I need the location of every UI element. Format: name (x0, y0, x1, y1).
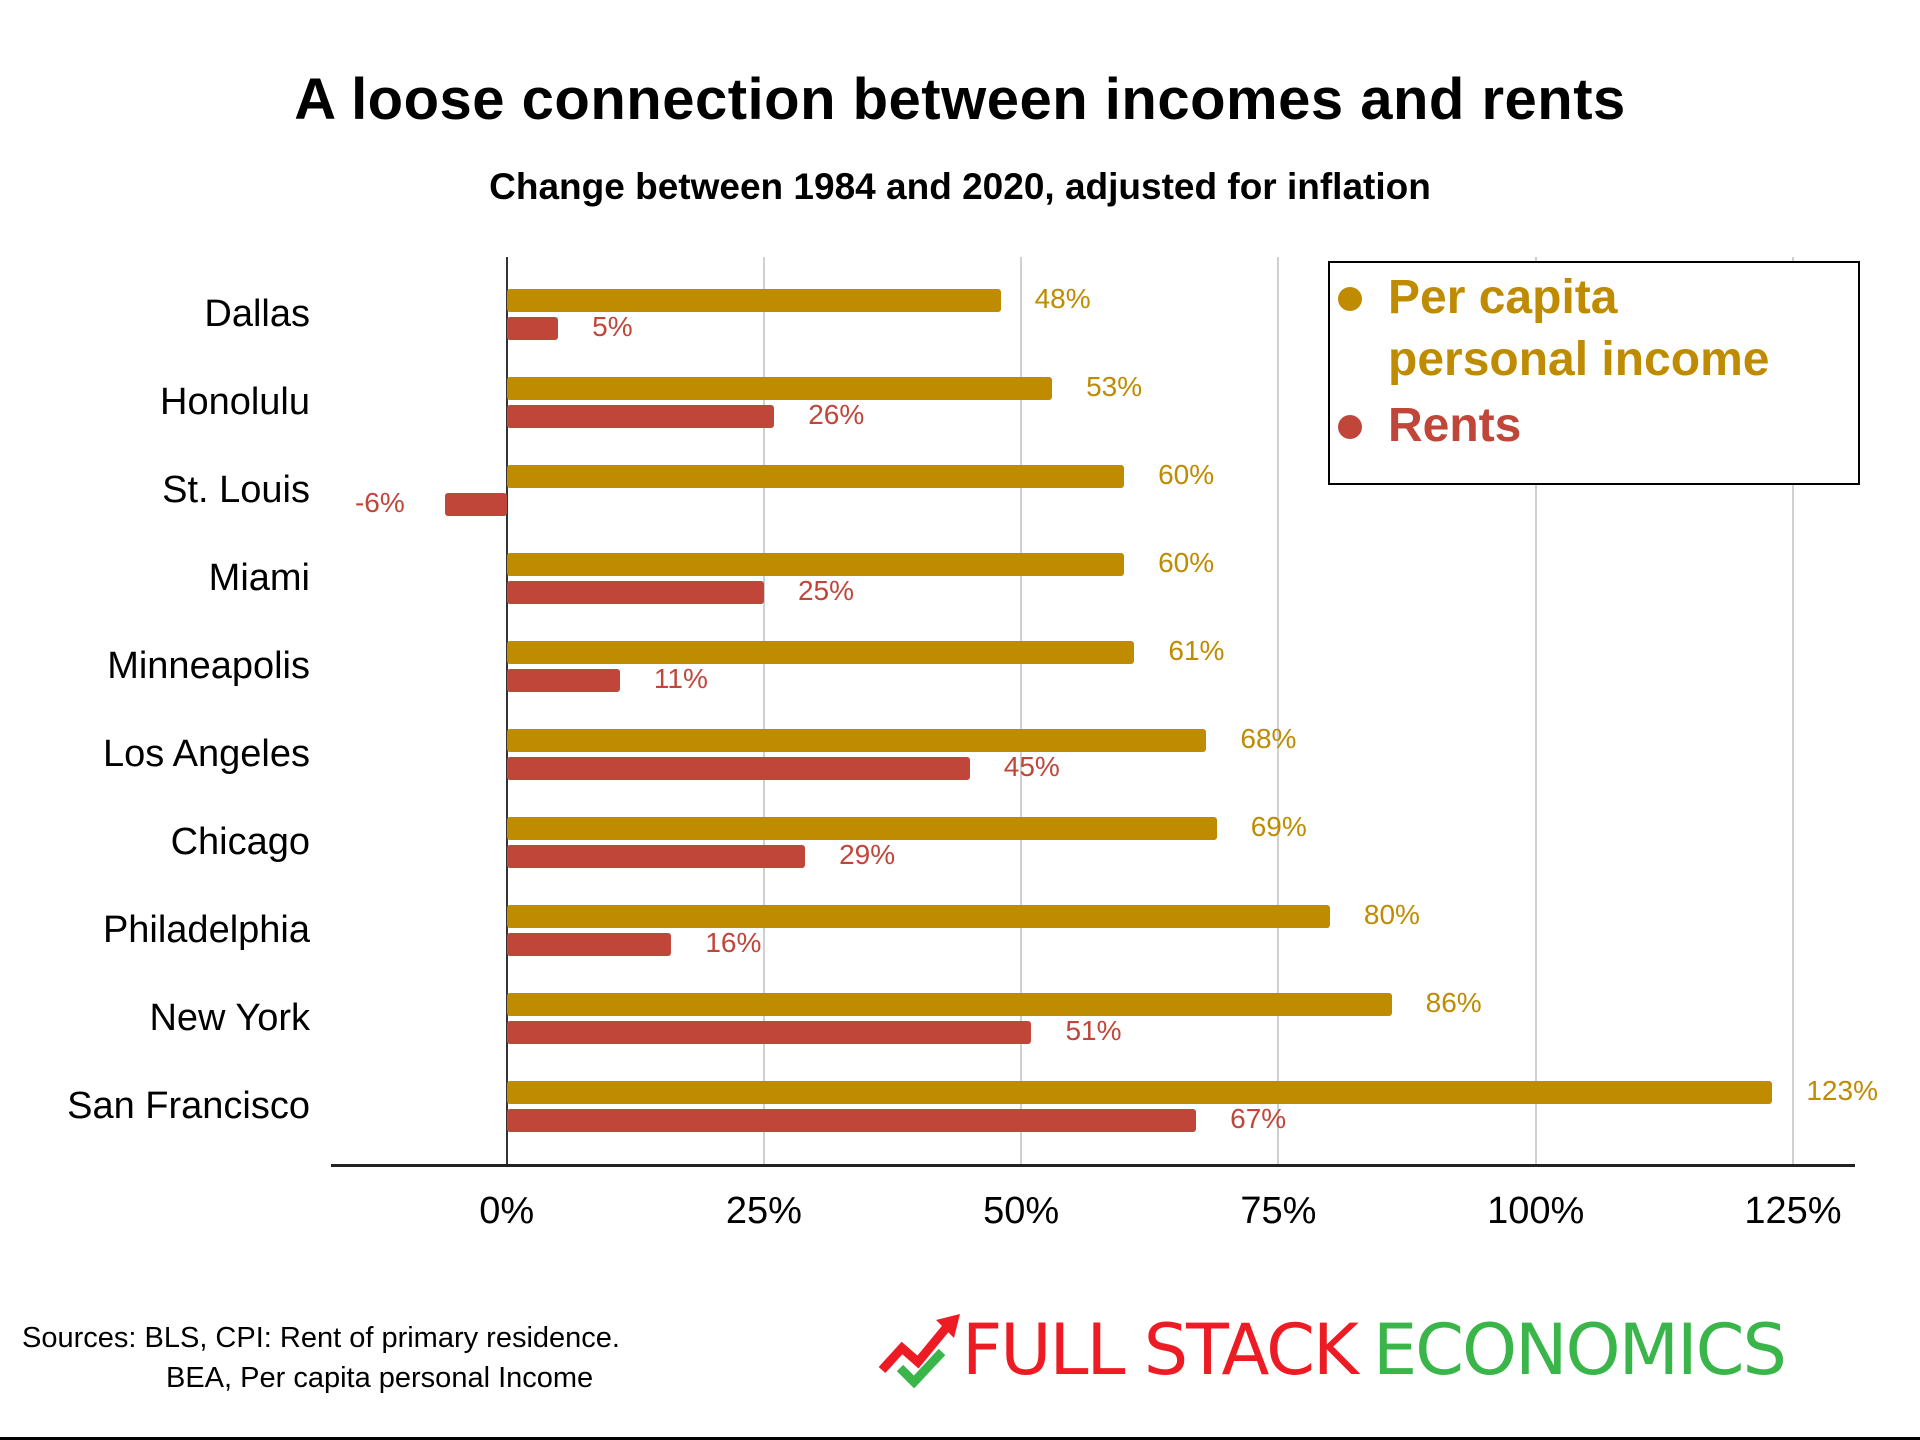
sources-line-1: Sources: BLS, CPI: Rent of primary resid… (22, 1322, 620, 1354)
category-label: Honolulu (160, 381, 310, 423)
income-value-label: 123% (1806, 1075, 1878, 1106)
full-stack-economics-logo: FULL STACK ECONOMICS (876, 1309, 1787, 1391)
income-bar (506, 817, 1217, 840)
x-axis-line (331, 1164, 1855, 1167)
income-bar (506, 993, 1392, 1016)
category-label: Chicago (170, 821, 310, 863)
income-bar (506, 729, 1207, 752)
income-value-label: 80% (1363, 899, 1420, 930)
rents-value-label: 16% (705, 927, 762, 958)
rents-value-label: 51% (1065, 1015, 1122, 1046)
income-value-label: 68% (1240, 723, 1297, 754)
rents-value-label: 5% (592, 311, 633, 342)
x-tick-label: 50% (983, 1190, 1060, 1232)
logo-text-full-stack: FULL STACK (962, 1309, 1359, 1391)
category-label: St. Louis (162, 469, 310, 511)
rents-bar (506, 757, 970, 780)
category-label: New York (149, 997, 310, 1039)
income-bar (506, 553, 1125, 576)
rents-value-label: 67% (1230, 1103, 1287, 1134)
legend-dot-icon (1338, 287, 1362, 311)
income-bar (506, 289, 1001, 312)
rents-value-label: 11% (653, 663, 708, 694)
income-value-label: 69% (1250, 811, 1307, 842)
rents-value-label: 26% (808, 399, 865, 430)
gridline (1534, 257, 1537, 1166)
income-bar (506, 905, 1330, 928)
income-value-label: 48% (1034, 283, 1091, 314)
rents-bar (506, 845, 806, 868)
rents-bar (506, 1021, 1032, 1044)
income-value-label: 60% (1158, 547, 1215, 578)
legend-label-income-line2: personal income (1388, 333, 1770, 386)
rents-value-label: -6% (354, 487, 405, 518)
rents-bar (506, 405, 775, 428)
sources-note: Sources: BLS, CPI: Rent of primary resid… (22, 1318, 620, 1398)
bottom-border (0, 1437, 1920, 1440)
income-bar (506, 465, 1125, 488)
rents-value-label: 29% (839, 839, 896, 870)
chart-subtitle: Change between 1984 and 2020, adjusted f… (489, 166, 1431, 207)
gridline (762, 257, 765, 1166)
income-bar (506, 641, 1135, 664)
rents-bar (506, 1109, 1197, 1132)
x-tick-label: 25% (725, 1190, 802, 1232)
rents-bar (444, 493, 507, 516)
category-label: Philadelphia (102, 909, 310, 951)
logo-text-economics: ECONOMICS (1372, 1309, 1787, 1391)
rents-bar (506, 317, 559, 340)
legend-dot-icon (1338, 415, 1362, 439)
income-value-label: 60% (1158, 459, 1215, 490)
category-label: San Francisco (67, 1085, 310, 1127)
category-label: Los Angeles (102, 733, 310, 775)
rents-value-label: 45% (1003, 751, 1060, 782)
x-tick-label: 0% (479, 1190, 535, 1232)
legend-label-income-line1: Per capita (1388, 271, 1618, 324)
income-bar (506, 377, 1053, 400)
rents-bar (506, 669, 620, 692)
x-tick-label: 100% (1487, 1190, 1585, 1232)
x-tick-label: 125% (1744, 1190, 1842, 1232)
income-bar (506, 1081, 1773, 1104)
gridline (1277, 257, 1280, 1166)
zero-axis-line (506, 257, 508, 1166)
income-value-label: 53% (1086, 371, 1143, 402)
category-label: Dallas (204, 293, 310, 335)
gridline (1791, 257, 1794, 1166)
category-label: Minneapolis (107, 645, 310, 687)
x-tick-label: 75% (1240, 1190, 1317, 1232)
sources-line-2: BEA, Per capita personal Income (166, 1362, 594, 1394)
income-value-label: 61% (1168, 635, 1225, 666)
trend-arrow-check-icon (878, 1314, 960, 1388)
gridline (1020, 257, 1023, 1166)
rents-bar (506, 933, 672, 956)
rents-value-label: 25% (797, 575, 854, 606)
category-label: Miami (208, 557, 310, 599)
rents-bar (506, 581, 764, 604)
legend: Per capita personal income Rents (1328, 261, 1860, 485)
chart-title: A loose connection between incomes and r… (294, 67, 1626, 132)
income-value-label: 86% (1425, 987, 1482, 1018)
legend-label-rents: Rents (1388, 399, 1522, 452)
